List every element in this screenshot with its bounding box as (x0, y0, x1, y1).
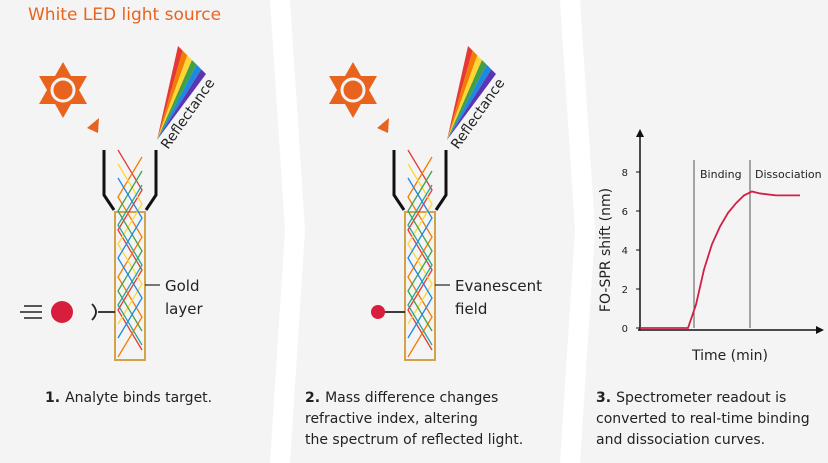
caption-text: Mass difference changes (325, 390, 498, 406)
fiber-holder (102, 150, 158, 211)
curve (640, 190, 800, 329)
fiber-tube (404, 211, 436, 361)
spectrum-band (447, 55, 482, 141)
analyte (51, 301, 73, 323)
caption-number: 2. (305, 390, 320, 406)
spectrum-band (447, 46, 473, 140)
panel-bg (580, 0, 828, 463)
caption-number: 3. (596, 390, 611, 406)
light-path (407, 177, 433, 339)
spectrum-band (157, 64, 202, 140)
spectrum-band (447, 60, 487, 140)
caption: converted to real-time binding (596, 411, 810, 427)
fiber-holder (392, 150, 448, 211)
title: White LED light source (28, 5, 221, 25)
light-path (117, 184, 143, 346)
spectrum-band (157, 60, 197, 140)
caption: refractive index, altering (305, 411, 478, 427)
y-tick-label: 0 (622, 324, 628, 335)
spectrum-band (157, 50, 188, 140)
light-path (117, 170, 143, 332)
caption-text: Analyte binds target. (65, 390, 212, 406)
light-arrow (87, 118, 99, 133)
light-path (117, 163, 143, 325)
caption-text: the spectrum of reflected light. (305, 432, 523, 448)
sun-core (340, 77, 366, 103)
caption-number: 1. (45, 390, 60, 406)
spectrum-band (157, 55, 192, 141)
x-axis-label: Time (min) (691, 348, 768, 364)
y-tick-label: 6 (622, 207, 628, 218)
light-arrow (377, 118, 389, 133)
phase-label: Dissociation (755, 168, 822, 181)
y-tick-label: 8 (622, 168, 628, 179)
analyte (371, 305, 385, 319)
spectrum-band (447, 64, 492, 140)
caption: 1. Analyte binds target. (45, 390, 212, 406)
y-tick-label: 2 (622, 285, 628, 296)
caption-text: Spectrometer readout is (616, 390, 786, 406)
caption-text: converted to real-time binding (596, 411, 810, 427)
fiber-tube (114, 211, 146, 361)
panel-bg (0, 0, 285, 463)
y-tick-label: 4 (622, 246, 628, 257)
spectrum-band (447, 69, 496, 140)
caption: 3. Spectrometer readout is (596, 390, 786, 406)
caption-text: and dissociation curves. (596, 432, 765, 448)
light-path (407, 170, 433, 332)
y-axis-arrow (636, 129, 644, 137)
sun-core (50, 77, 76, 103)
caption: and dissociation curves. (596, 432, 765, 448)
light-path (117, 177, 143, 339)
fiber-label: Gold (165, 277, 200, 295)
fiber-label: Evanescent (455, 277, 542, 295)
light-path (407, 163, 433, 325)
spectrum-band (157, 46, 183, 140)
phase-label: Binding (700, 168, 742, 181)
caption: the spectrum of reflected light. (305, 432, 523, 448)
panel-bg (290, 0, 575, 463)
receptor (91, 303, 115, 321)
spectrum-band (447, 50, 478, 140)
spectrum-band (157, 69, 206, 140)
fiber-label: field (455, 300, 487, 318)
caption-text: refractive index, altering (305, 411, 478, 427)
y-axis-label: FO-SPR shift (nm) (598, 188, 614, 312)
x-axis-arrow (816, 326, 824, 334)
light-path (407, 184, 433, 346)
caption: 2. Mass difference changes (305, 390, 498, 406)
fiber-label: layer (165, 300, 203, 318)
